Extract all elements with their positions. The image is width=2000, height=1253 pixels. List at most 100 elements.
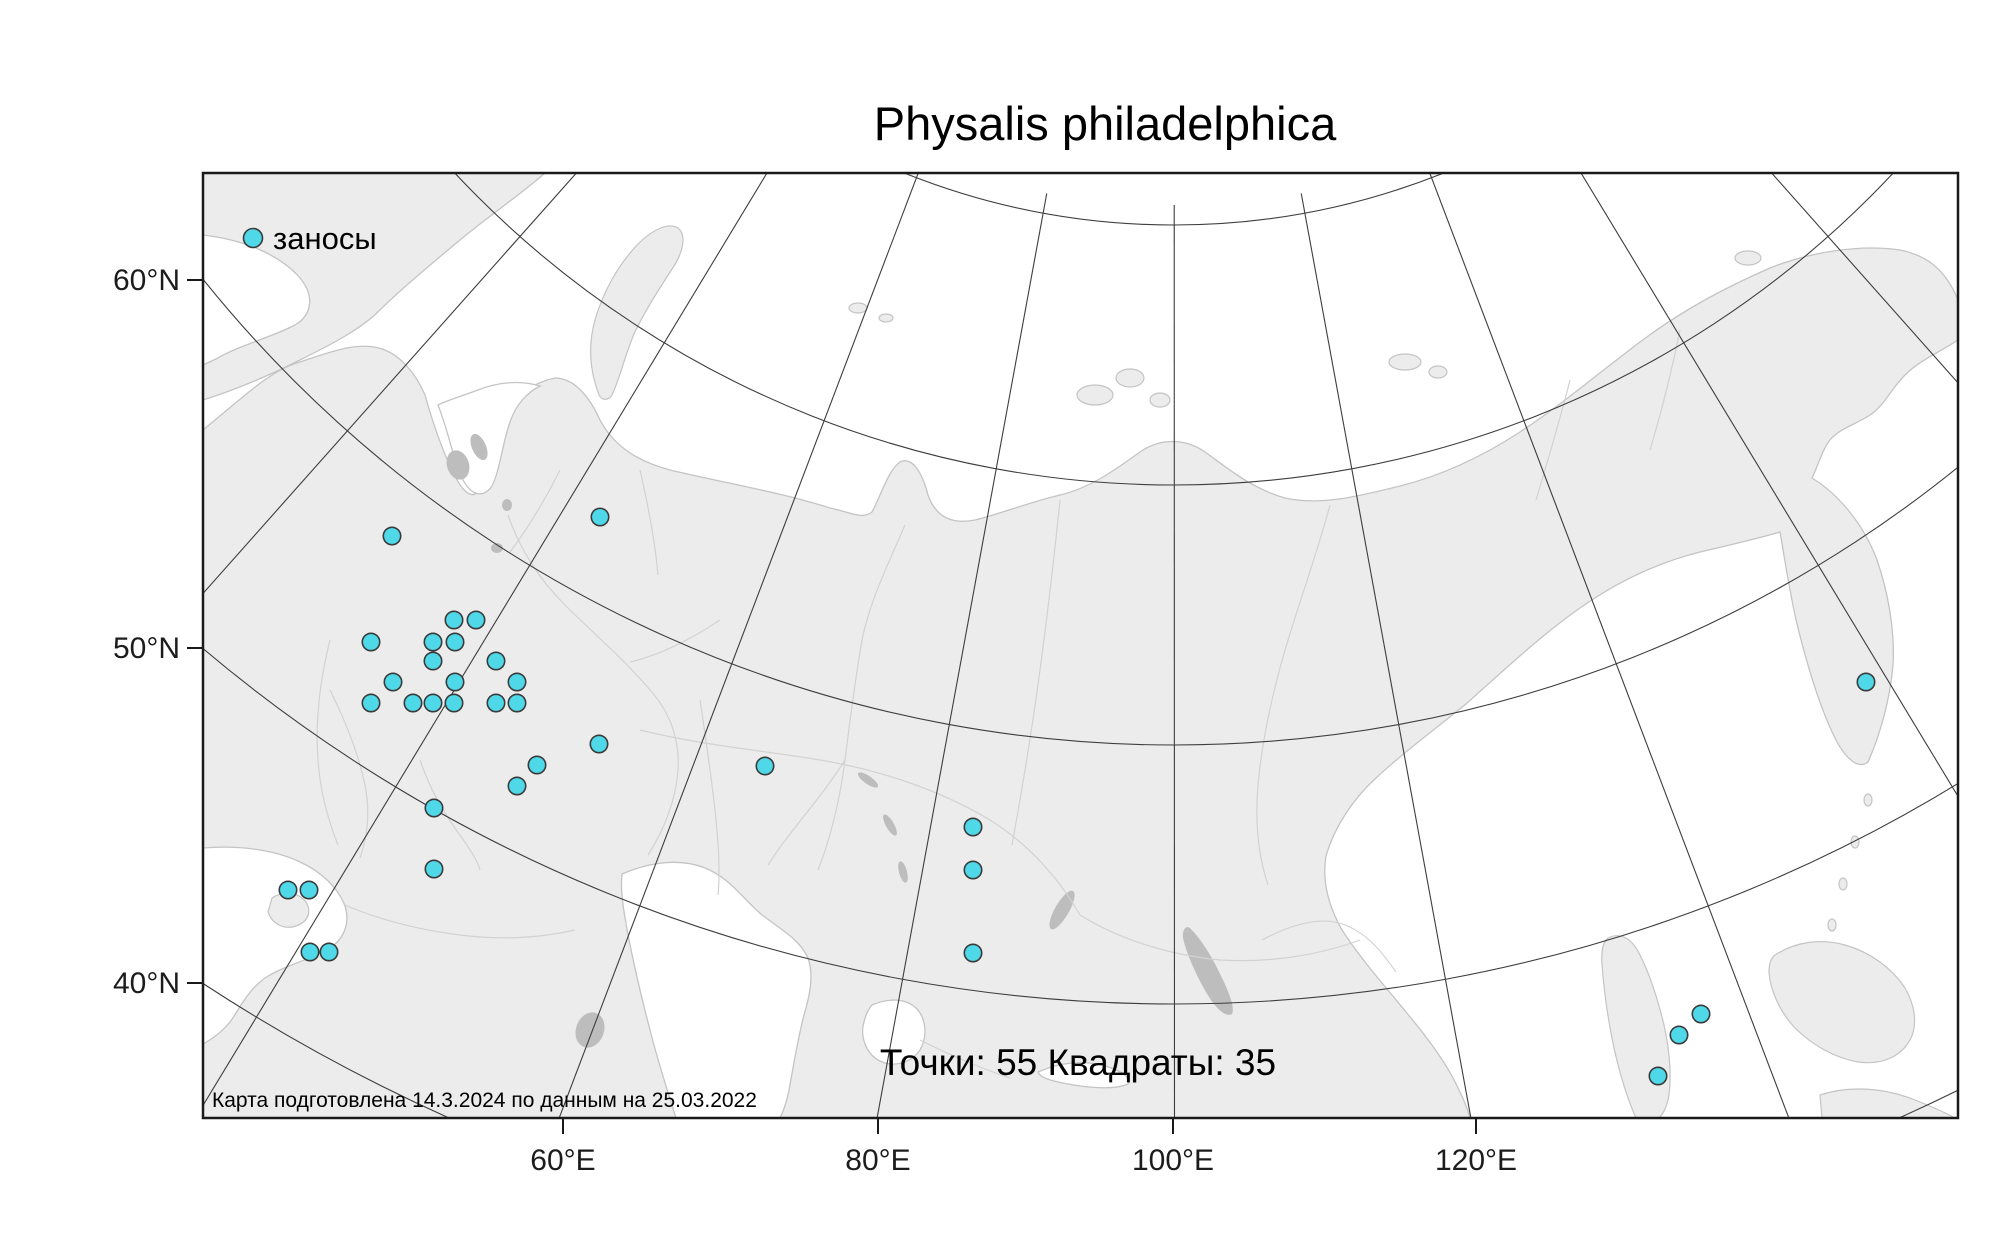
- occurrence-marker: [300, 942, 320, 962]
- issyk-kul-lake: [575, 1012, 605, 1048]
- occurrence-marker: [361, 693, 381, 713]
- meridian-line: [1300, 193, 1472, 1118]
- meridian-line: [1770, 173, 1958, 384]
- occurrence-marker: [590, 507, 610, 527]
- dvina-river: [509, 469, 561, 553]
- lake-balkhash: [1037, 1062, 1130, 1089]
- occurrence-marker: [444, 693, 464, 713]
- severnaya-zemlya-island: [1149, 392, 1171, 408]
- lon-tick-label: 60°E: [530, 1144, 595, 1177]
- new-siberian-island: [1428, 365, 1448, 379]
- yenisei-river: [1011, 499, 1061, 846]
- occurrence-marker: [486, 693, 506, 713]
- seas: [203, 234, 1130, 1118]
- wrangel-island: [1734, 250, 1762, 266]
- occurrence-marker: [423, 693, 443, 713]
- aral-sea: [862, 999, 926, 1065]
- occurrence-marker: [963, 817, 983, 837]
- map-frame: [201, 171, 1960, 1120]
- kolyma-river: [1649, 329, 1681, 451]
- meridian-line: [558, 173, 919, 1118]
- stats-label: Точки: 55 Квадраты: 35: [880, 1042, 1276, 1083]
- occurrence-marker: [507, 776, 527, 796]
- occurrence-marker: [319, 942, 339, 962]
- occurrence-marker: [1648, 1066, 1668, 1086]
- map-caption: Карта подготовлена 14.3.2024 по данным н…: [212, 1089, 757, 1112]
- lat-tick-label: 40°N: [113, 967, 180, 1000]
- kuril-island: [1838, 877, 1848, 891]
- lake-baikal: [1182, 927, 1233, 1015]
- meridian-line: [203, 173, 768, 1107]
- occurrence-marker: [527, 755, 547, 775]
- volga-reservoir: [857, 772, 879, 788]
- occurrence-marker: [466, 610, 486, 630]
- occurrence-marker: [1669, 1025, 1689, 1045]
- small-lake: [502, 499, 512, 511]
- amur-river: [1261, 920, 1397, 973]
- landmass: [203, 173, 1958, 1118]
- lat-tick-label: 60°N: [113, 264, 180, 297]
- caspian-sea: [620, 861, 812, 1118]
- don-river: [419, 759, 481, 871]
- scandinavia-land: [203, 173, 546, 401]
- occurrence-marker: [299, 880, 319, 900]
- occurrence-marker: [963, 860, 983, 880]
- occurrence-marker: [444, 610, 464, 630]
- occurrence-marker: [423, 632, 443, 652]
- honshu-island: [1819, 1088, 1957, 1118]
- occurrence-marker: [755, 756, 775, 776]
- meridian-line: [1429, 173, 1790, 1118]
- occurrence-marker: [445, 672, 465, 692]
- new-siberian-island: [1388, 353, 1422, 371]
- volga-reservoir: [883, 814, 897, 836]
- dnieper-river: [329, 689, 369, 859]
- volga-river: [507, 514, 679, 856]
- rybinsk-reservoir: [491, 543, 503, 553]
- severnaya-zemlya-island: [1115, 368, 1145, 388]
- occurrence-marker: [423, 651, 443, 671]
- occurrence-marker: [278, 880, 298, 900]
- occurrence-marker: [361, 632, 381, 652]
- indigirka-river: [1535, 379, 1571, 501]
- occurrence-marker: [1691, 1004, 1711, 1024]
- eurasia-land: [203, 247, 1958, 1118]
- novaya-zemlya-island: [590, 225, 684, 400]
- lon-tick-label: 80°E: [845, 1144, 910, 1177]
- franz-josef-island: [848, 302, 868, 314]
- baltic-sea: [203, 234, 311, 366]
- legend: заносы: [242, 221, 377, 256]
- occurrence-marker: [1856, 672, 1876, 692]
- severnaya-zemlya-island: [1076, 384, 1114, 406]
- occurrence-marker: [507, 672, 527, 692]
- page-title: Physalis philadelphica: [874, 97, 1337, 150]
- lon-tick-label: 100°E: [1132, 1144, 1214, 1177]
- lake-ladoga: [446, 450, 470, 480]
- occurrence-marker: [424, 859, 444, 879]
- kama-river: [629, 619, 721, 663]
- lat-tick-label: 50°N: [113, 632, 180, 665]
- meridian-line: [876, 193, 1048, 1118]
- syrdarya-river: [919, 1039, 1011, 1079]
- meridian-line: [1580, 173, 1958, 798]
- caucasus-border-line: [344, 904, 576, 939]
- lake-onega: [470, 433, 488, 461]
- occurrence-marker: [383, 672, 403, 692]
- kuril-island: [1827, 918, 1837, 932]
- rivers: [316, 329, 1681, 1079]
- occurrence-marker: [486, 651, 506, 671]
- ural-river: [699, 699, 720, 896]
- lake-zaysan: [1049, 890, 1075, 930]
- volga-reservoir: [898, 861, 908, 883]
- lena-river: [1256, 504, 1331, 886]
- meridian-line: [203, 173, 578, 595]
- occurrence-marker: [445, 632, 465, 652]
- occurrence-marker: [507, 693, 527, 713]
- hokkaido-island: [1768, 940, 1916, 1064]
- western-border-line: [316, 639, 339, 846]
- longitude-axis: 60°E 80°E 100°E 120°E: [530, 1118, 1517, 1177]
- legend-marker-icon: [242, 227, 264, 249]
